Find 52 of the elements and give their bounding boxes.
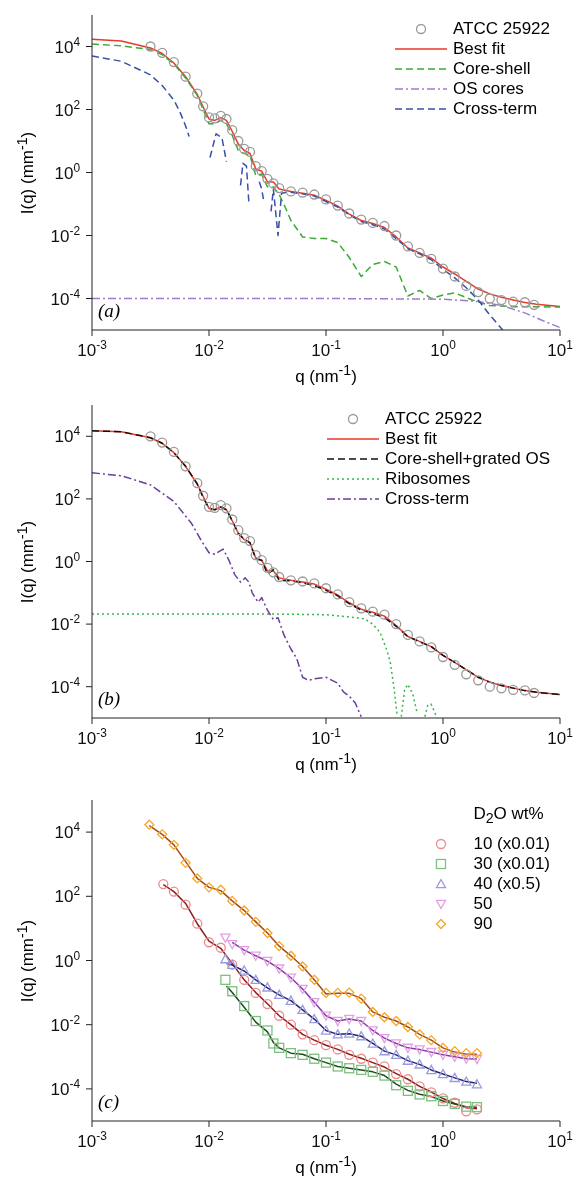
x-tick-label: 10$^{-1}$ <box>311 1129 342 1151</box>
legend-label: OS cores <box>452 79 524 99</box>
legend-label: 40 (x0.5) <box>473 874 541 895</box>
y-tick-label: 10$^{4}$ <box>54 424 81 447</box>
x-tick-label: 10$^{0}$ <box>430 1129 457 1151</box>
x-tick-label: 10$^{-2}$ <box>194 726 225 748</box>
x-tick-label: 10$^{-2}$ <box>194 1129 225 1151</box>
annotation: (a) <box>98 300 121 322</box>
legend-label: Cross-term <box>452 99 538 119</box>
legend-label: 10 (x0.01) <box>473 834 550 855</box>
annotation: (b) <box>98 688 121 710</box>
legend-title: D$_{2}$O wt% <box>473 804 545 829</box>
x-tick-label: 10$^{-1}$ <box>311 338 342 360</box>
legend-label: Core-shell+grated OS <box>385 449 550 469</box>
y-tick-label: 10$^{-4}$ <box>50 674 81 697</box>
legend-label: Cross-term <box>385 489 470 509</box>
legend-label: ATCC 25922 <box>452 19 550 39</box>
y-tick-label: 10$^{2}$ <box>54 97 81 120</box>
x-axis-title: q (nm$^{-1}$) <box>295 1153 357 1178</box>
y-tick-label: 10$^{4}$ <box>54 34 81 57</box>
legend-label: Ribosomes <box>385 469 471 489</box>
y-tick-label: 10$^{-4}$ <box>50 286 81 309</box>
x-axis-title: q (nm$^{-1}$) <box>295 750 357 775</box>
x-tick-label: 10$^{1}$ <box>547 338 574 360</box>
x-tick-label: 10$^{0}$ <box>430 338 457 360</box>
y-tick-label: 10$^{-2}$ <box>50 223 81 246</box>
x-tick-label: 10$^{-3}$ <box>77 726 108 748</box>
x-axis-title: q (nm$^{-1}$) <box>295 362 357 387</box>
annotation: (c) <box>98 1091 120 1113</box>
y-tick-label: 10$^{-2}$ <box>50 1012 81 1035</box>
legend-label: 50 <box>473 894 493 915</box>
x-tick-label: 10$^{-1}$ <box>311 726 342 748</box>
x-tick-label: 10$^{-3}$ <box>77 1129 108 1151</box>
x-tick-label: 10$^{0}$ <box>430 726 457 748</box>
legend-label: 90 <box>473 914 493 935</box>
legend-label: ATCC 25922 <box>385 409 483 429</box>
x-tick-label: 10$^{-3}$ <box>77 338 108 360</box>
y-tick-label: 10$^{0}$ <box>54 549 81 572</box>
legend-label: Core-shell <box>452 59 531 79</box>
x-tick-label: 10$^{1}$ <box>547 1129 574 1151</box>
x-tick-label: 10$^{1}$ <box>547 726 574 748</box>
y-tick-label: 10$^{-2}$ <box>50 612 81 635</box>
legend-label: Best fit <box>385 429 438 449</box>
legend-label: 30 (x0.01) <box>473 854 550 875</box>
y-tick-label: 10$^{0}$ <box>54 160 81 183</box>
legend-label: Best fit <box>452 39 505 59</box>
x-tick-label: 10$^{-2}$ <box>194 338 225 360</box>
y-tick-label: 10$^{0}$ <box>54 948 81 971</box>
y-tick-label: 10$^{2}$ <box>54 884 81 907</box>
y-tick-label: 10$^{2}$ <box>54 486 81 509</box>
y-tick-label: 10$^{-4}$ <box>50 1076 81 1099</box>
y-tick-label: 10$^{4}$ <box>54 820 81 843</box>
